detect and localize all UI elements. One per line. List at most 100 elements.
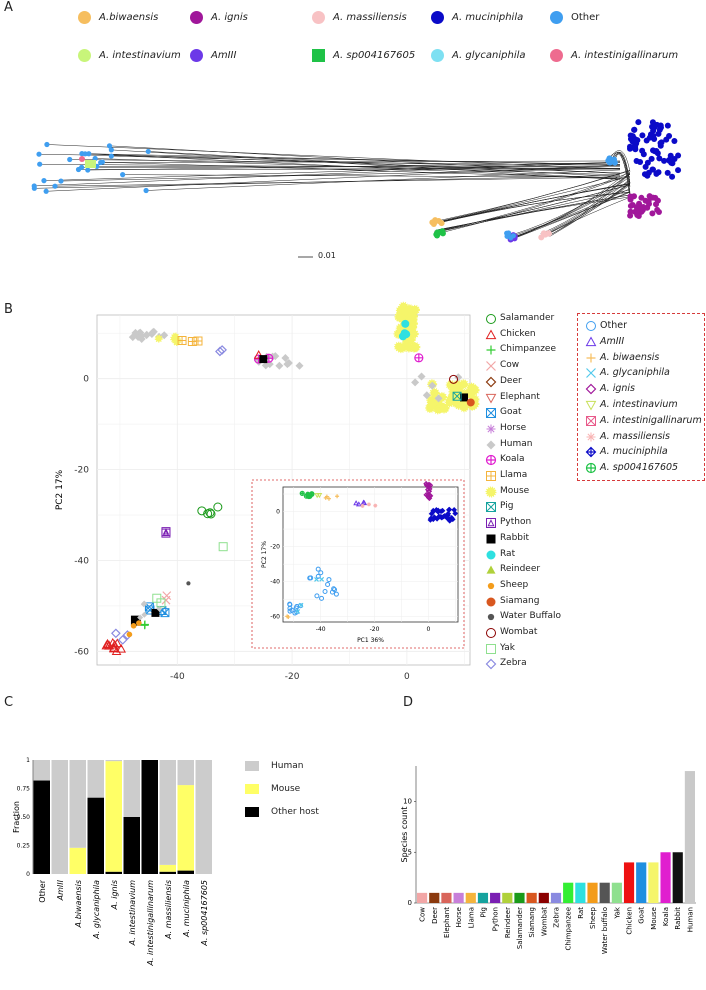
fraction-y-tick: 0: [26, 871, 30, 878]
tree-tip: [31, 185, 37, 191]
fraction-legend-item: Other host: [245, 807, 319, 817]
inset-y-label: PC2 17%: [261, 541, 268, 568]
host-legend-label: Wombat: [500, 627, 538, 637]
tree-tip: [44, 141, 50, 148]
scatter-point: [411, 378, 420, 387]
scatter-point: [486, 643, 496, 654]
fraction-bar-segment: [159, 760, 176, 865]
host-legend-marker: [486, 628, 496, 638]
count-bar: [563, 882, 574, 903]
scatter-point: [101, 640, 112, 650]
host-legend-marker: [486, 424, 496, 434]
scatter-point: [485, 376, 497, 388]
scatter-point: [430, 516, 437, 523]
inset-y-tick: -20: [270, 544, 280, 551]
scatter-point: [401, 319, 410, 328]
count-x-tick: Salamander: [516, 907, 524, 949]
scatter-point: [215, 346, 225, 357]
tree-tip: [637, 159, 644, 166]
tree-tip: [671, 155, 678, 162]
tree-tip: [505, 230, 512, 236]
scatter-point: [586, 321, 596, 331]
host-legend-marker: [487, 582, 495, 590]
scatter-point: [130, 615, 141, 626]
tree-tip: [627, 212, 634, 219]
count-bar: [490, 892, 501, 903]
tree-tip: [85, 160, 96, 168]
tree-tip: [635, 119, 642, 126]
scatter-point: [486, 565, 496, 574]
host-legend-label: Rabbit: [500, 532, 530, 543]
pca-x-tick: -20: [285, 672, 300, 680]
host-legend-label: Water Buffalo: [500, 611, 562, 622]
scatter-point: [586, 353, 596, 363]
tree-tip: [510, 233, 516, 239]
scatter-point: [147, 330, 156, 339]
scatter-point: [140, 621, 149, 630]
scatter-point: [586, 415, 596, 426]
count-y-tick: 10: [403, 798, 412, 806]
count-bar: [636, 862, 647, 903]
scatter-point: [373, 503, 378, 508]
legend-a-label: A. muciniphila: [452, 12, 524, 23]
host-legend-label: Yak: [500, 642, 515, 653]
scatter-point: [197, 506, 207, 516]
pca-x-tick: -40: [170, 672, 185, 680]
species-legend-label: A. muciniphila: [600, 446, 668, 458]
fraction-bar-segment: [33, 760, 50, 781]
host-legend-marker: [485, 455, 497, 466]
scatter-point: [186, 581, 191, 586]
legend-a-item: AmIII: [190, 49, 236, 62]
scatter-point: [486, 440, 496, 450]
fraction-bar-segment: [33, 780, 50, 874]
count-bar: [648, 862, 659, 903]
tree-tip: [635, 212, 642, 219]
scatter-point: [585, 400, 597, 411]
scatter-point: [136, 328, 145, 337]
count-x-tick: Zebra: [553, 907, 561, 928]
legend-a-item: A. sp004167605: [312, 49, 415, 62]
tree-tip: [639, 147, 646, 154]
scatter-point: [400, 329, 409, 338]
count-x-tick: Horse: [455, 907, 463, 927]
tree-tip: [651, 124, 658, 131]
host-legend-marker: [486, 518, 496, 529]
tree-tip: [650, 166, 657, 173]
count-x-tick: Rat: [577, 907, 585, 919]
fraction-bar-segment: [123, 817, 140, 874]
scatter-point: [486, 534, 496, 544]
tree-tip: [649, 210, 656, 217]
scatter-point: [366, 502, 371, 507]
scatter-point: [287, 608, 293, 614]
scatter-point: [298, 602, 304, 608]
count-x-tick: Yak: [613, 906, 621, 920]
scatter-point: [160, 331, 169, 340]
count-x-tick: Pig: [479, 907, 487, 917]
scatter-point: [361, 500, 368, 506]
legend-a-swatch: [431, 49, 444, 62]
host-legend-marker: [486, 345, 496, 355]
fraction-x-tick: AmIII: [56, 879, 65, 901]
scatter-point: [130, 623, 137, 629]
scatter-point: [585, 336, 597, 346]
fraction-y-tick: 1: [26, 757, 30, 764]
scatter-point: [285, 614, 290, 619]
species-legend-marker: [586, 415, 596, 426]
fraction-x-tick: A.biwaensis: [74, 880, 83, 928]
host-legend-marker: [486, 440, 496, 450]
tree-tip: [669, 173, 676, 180]
fraction-bar-segment: [177, 785, 194, 871]
scatter-point: [466, 398, 475, 407]
scatter-point: [136, 620, 142, 626]
fraction-legend-label: Mouse: [271, 784, 301, 794]
host-legend-label: Human: [500, 438, 533, 449]
count-bar: [526, 892, 537, 903]
host-legend-marker: [487, 614, 495, 621]
count-x-tick: Cow: [419, 907, 427, 922]
count-x-tick: Llama: [467, 907, 475, 928]
legend-a-item: A.biwaensis: [78, 11, 158, 24]
host-legend-label: Llama: [500, 470, 528, 480]
host-legend-marker: [486, 361, 496, 372]
count-x-tick: Rabbit: [674, 907, 682, 930]
tree-tips: [31, 119, 682, 243]
